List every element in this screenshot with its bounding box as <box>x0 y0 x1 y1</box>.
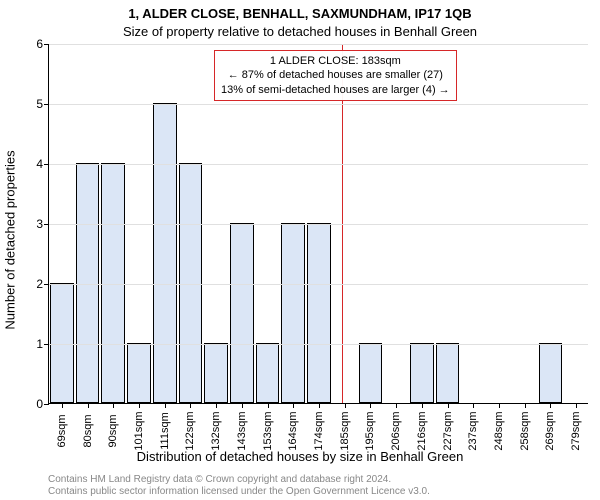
annotation-line: ← 87% of detached houses are smaller (27… <box>221 68 450 82</box>
y-axis-label: Number of detached properties <box>3 150 18 329</box>
bar <box>76 163 100 403</box>
x-tick <box>216 403 217 408</box>
chart-subtitle: Size of property relative to detached ho… <box>0 24 600 39</box>
bar <box>359 343 383 403</box>
y-tick <box>44 164 49 165</box>
x-tick-label: 101sqm <box>133 411 145 450</box>
x-tick <box>576 403 577 408</box>
x-tick <box>525 403 526 408</box>
annotation-line: 1 ALDER CLOSE: 183sqm <box>221 54 450 68</box>
bar <box>281 223 305 403</box>
x-tick <box>499 403 500 408</box>
x-tick-label: 185sqm <box>339 411 351 450</box>
x-tick-label: 153sqm <box>262 411 274 450</box>
bar <box>256 343 280 403</box>
x-tick-label: 248sqm <box>493 411 505 450</box>
x-tick-label: 132sqm <box>210 411 222 450</box>
y-tick-label: 4 <box>25 157 43 171</box>
x-tick <box>345 403 346 408</box>
x-tick <box>550 403 551 408</box>
x-tick-label: 237sqm <box>467 411 479 450</box>
bar <box>50 283 74 403</box>
x-tick-label: 174sqm <box>313 411 325 450</box>
chart-title: 1, ALDER CLOSE, BENHALL, SAXMUNDHAM, IP1… <box>0 6 600 21</box>
y-tick <box>44 104 49 105</box>
x-tick <box>370 403 371 408</box>
x-tick-label: 227sqm <box>442 411 454 450</box>
x-tick-label: 69sqm <box>56 414 68 447</box>
x-tick <box>190 403 191 408</box>
x-tick-label: 164sqm <box>287 411 299 450</box>
annotation-box: 1 ALDER CLOSE: 183sqm← 87% of detached h… <box>214 50 457 101</box>
x-tick <box>473 403 474 408</box>
x-tick <box>113 403 114 408</box>
gridline <box>49 284 588 285</box>
x-tick <box>88 403 89 408</box>
bar <box>153 103 177 403</box>
x-tick <box>293 403 294 408</box>
bar <box>410 343 434 403</box>
bar <box>179 163 203 403</box>
credits-line-2: Contains public sector information licen… <box>48 486 430 498</box>
x-tick-label: 216sqm <box>416 411 428 450</box>
y-tick-label: 2 <box>25 277 43 291</box>
y-tick <box>44 404 49 405</box>
x-tick <box>139 403 140 408</box>
x-tick-label: 279sqm <box>570 411 582 450</box>
x-tick-label: 111sqm <box>159 412 171 450</box>
x-tick-label: 90sqm <box>107 414 119 447</box>
credits: Contains HM Land Registry data © Crown c… <box>48 474 430 498</box>
y-tick-label: 5 <box>25 97 43 111</box>
credits-line-1: Contains HM Land Registry data © Crown c… <box>48 474 430 486</box>
y-tick-label: 0 <box>25 397 43 411</box>
y-tick-label: 6 <box>25 37 43 51</box>
x-tick <box>396 403 397 408</box>
y-tick <box>44 44 49 45</box>
gridline <box>49 164 588 165</box>
x-tick-label: 122sqm <box>184 411 196 450</box>
y-tick <box>44 344 49 345</box>
gridline <box>49 104 588 105</box>
x-tick-label: 258sqm <box>519 411 531 450</box>
bar <box>204 343 228 403</box>
x-tick <box>448 403 449 408</box>
gridline <box>49 224 588 225</box>
x-tick-label: 195sqm <box>364 411 376 450</box>
plot-area: 1 ALDER CLOSE: 183sqm← 87% of detached h… <box>48 44 588 404</box>
annotation-line: 13% of semi-detached houses are larger (… <box>221 83 450 97</box>
gridline <box>49 44 588 45</box>
gridline <box>49 344 588 345</box>
x-tick <box>268 403 269 408</box>
bar <box>436 343 460 403</box>
x-tick <box>319 403 320 408</box>
x-tick-label: 143sqm <box>236 411 248 450</box>
x-tick-label: 269sqm <box>544 411 556 450</box>
y-tick-label: 3 <box>25 217 43 231</box>
bar <box>230 223 254 403</box>
x-axis-label: Distribution of detached houses by size … <box>0 449 600 464</box>
x-tick-label: 206sqm <box>390 411 402 450</box>
x-tick-label: 80sqm <box>82 414 94 447</box>
x-tick <box>242 403 243 408</box>
x-tick <box>165 403 166 408</box>
bar <box>127 343 151 403</box>
bar <box>307 223 331 403</box>
x-tick <box>62 403 63 408</box>
bar <box>539 343 563 403</box>
y-tick <box>44 224 49 225</box>
bar <box>101 163 125 403</box>
x-tick <box>422 403 423 408</box>
y-tick-label: 1 <box>25 337 43 351</box>
y-tick <box>44 284 49 285</box>
